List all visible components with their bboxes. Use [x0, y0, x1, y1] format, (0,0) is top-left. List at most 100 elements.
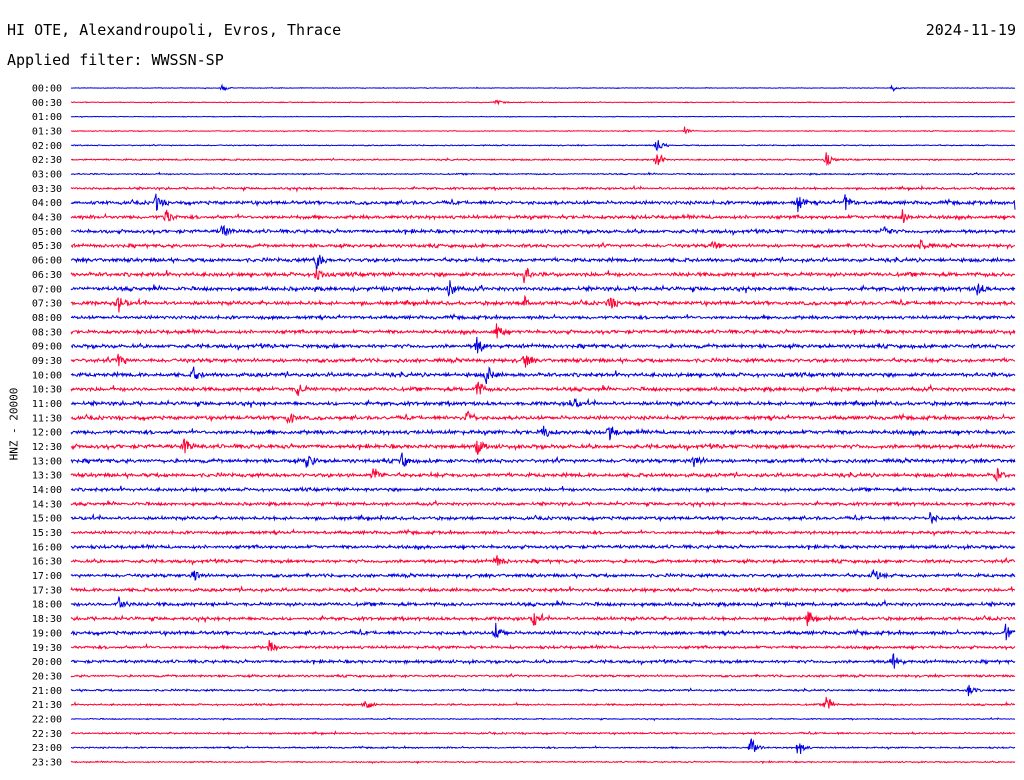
time-tick-label: 13:00 [32, 456, 62, 467]
time-tick-label: 05:00 [32, 227, 62, 238]
seismogram-trace [70, 336, 1016, 354]
seismogram-trace [70, 569, 1016, 581]
time-tick-label: 19:30 [32, 643, 62, 654]
station-title: HI OTE, Alexandroupoli, Evros, Thrace [7, 21, 342, 39]
seismogram-trace [70, 126, 1016, 135]
time-tick-label: 03:30 [32, 184, 62, 195]
seismogram-trace [70, 485, 1016, 494]
seismogram-trace [70, 759, 1016, 765]
time-tick-label: 23:00 [32, 743, 62, 754]
seismogram-trace [70, 622, 1016, 641]
time-tick-label: 08:00 [32, 313, 62, 324]
seismogram-trace [70, 555, 1016, 566]
seismogram-trace [70, 238, 1016, 250]
seismogram-trace [70, 184, 1016, 193]
seismogram-trace [70, 452, 1016, 468]
seismogram-trace [70, 381, 1016, 397]
time-tick-label: 00:00 [32, 84, 62, 95]
seismogram-trace [70, 585, 1016, 594]
time-tick-label: 01:30 [32, 127, 62, 138]
time-tick-label: 16:30 [32, 557, 62, 568]
seismogram-trace [70, 267, 1016, 284]
seismogram-trace [70, 254, 1016, 271]
time-tick-label: 10:00 [32, 370, 62, 381]
seismogram-trace [70, 224, 1016, 237]
time-tick-label: 02:00 [32, 141, 62, 152]
time-tick-label: 01:00 [32, 112, 62, 123]
time-tick-label: 06:30 [32, 270, 62, 281]
time-tick-label: 23:30 [32, 757, 62, 768]
date-label: 2024-11-19 [925, 21, 1016, 39]
time-tick-label: 18:30 [32, 614, 62, 625]
seismogram-trace [70, 99, 1016, 106]
seismogram-traces [70, 83, 1016, 765]
seismogram-trace [70, 611, 1016, 627]
time-tick-label: 22:30 [32, 729, 62, 740]
seismogram-trace [70, 397, 1016, 408]
time-tick-label: 04:00 [32, 198, 62, 209]
seismogram-trace [70, 717, 1016, 722]
seismogram-trace [70, 512, 1016, 524]
time-tick-label: 12:00 [32, 428, 62, 439]
time-tick-label: 14:30 [32, 499, 62, 510]
time-tick-label: 11:00 [32, 399, 62, 410]
seismogram-trace [70, 323, 1016, 339]
seismogram-trace [70, 528, 1016, 537]
time-tick-label: 18:00 [32, 600, 62, 611]
time-tick-label: 09:00 [32, 342, 62, 353]
seismogram-trace [70, 353, 1016, 368]
seismogram-trace [70, 294, 1016, 313]
seismogram-trace [70, 730, 1016, 736]
time-tick-label: 12:30 [32, 442, 62, 453]
time-tick-label: 11:30 [32, 413, 62, 424]
time-tick-label: 10:30 [32, 385, 62, 396]
seismogram-trace [70, 652, 1016, 669]
seismogram-trace [70, 639, 1016, 652]
time-tick-label: 20:00 [32, 657, 62, 668]
time-tick-label: 20:30 [32, 671, 62, 682]
time-tick-labels: 00:00 00:30 01:00 01:30 02:00 02:30 03:00 03:30… [32, 84, 62, 769]
seismogram-trace [70, 738, 1016, 755]
seismogram-trace [70, 193, 1016, 213]
seismogram-trace [70, 410, 1016, 425]
time-tick-label: 03:00 [32, 170, 62, 181]
time-tick-label: 17:30 [32, 585, 62, 596]
time-tick-label: 08:30 [32, 327, 62, 338]
time-tick-label: 04:30 [32, 213, 62, 224]
seismogram-trace [70, 209, 1016, 224]
seismogram-trace [70, 543, 1016, 551]
seismogram-trace [70, 672, 1016, 679]
time-tick-label: 06:00 [32, 256, 62, 267]
time-tick-label: 17:00 [32, 571, 62, 582]
time-tick-label: 07:30 [32, 299, 62, 310]
seismogram-trace [70, 596, 1016, 609]
time-tick-label: 16:00 [32, 542, 62, 553]
seismogram-trace [70, 425, 1016, 441]
seismogram-trace [70, 115, 1016, 119]
time-tick-label: 09:30 [32, 356, 62, 367]
time-tick-label: 05:30 [32, 241, 62, 252]
time-tick-label: 02:30 [32, 155, 62, 166]
seismogram-trace [70, 499, 1016, 508]
seismogram-trace [70, 140, 1016, 152]
seismogram-trace [70, 152, 1016, 167]
time-tick-label: 00:30 [32, 98, 62, 109]
seismogram-trace [70, 684, 1016, 697]
time-tick-label: 07:00 [32, 284, 62, 295]
time-tick-label: 22:00 [32, 714, 62, 725]
seismogram-trace [70, 313, 1016, 321]
seismogram-trace [70, 366, 1016, 385]
seismogram-trace [70, 83, 1016, 92]
time-tick-label: 21:00 [32, 686, 62, 697]
seismogram-trace [70, 696, 1016, 709]
time-tick-label: 15:00 [32, 514, 62, 525]
seismogram-trace [70, 280, 1016, 297]
time-tick-label: 19:00 [32, 628, 62, 639]
time-tick-label: 13:30 [32, 471, 62, 482]
time-tick-label: 21:30 [32, 700, 62, 711]
time-tick-label: 14:00 [32, 485, 62, 496]
seismogram-trace [70, 171, 1016, 177]
seismogram-trace [70, 467, 1016, 483]
filter-subtitle: Applied filter: WWSSN-SP [7, 51, 224, 69]
